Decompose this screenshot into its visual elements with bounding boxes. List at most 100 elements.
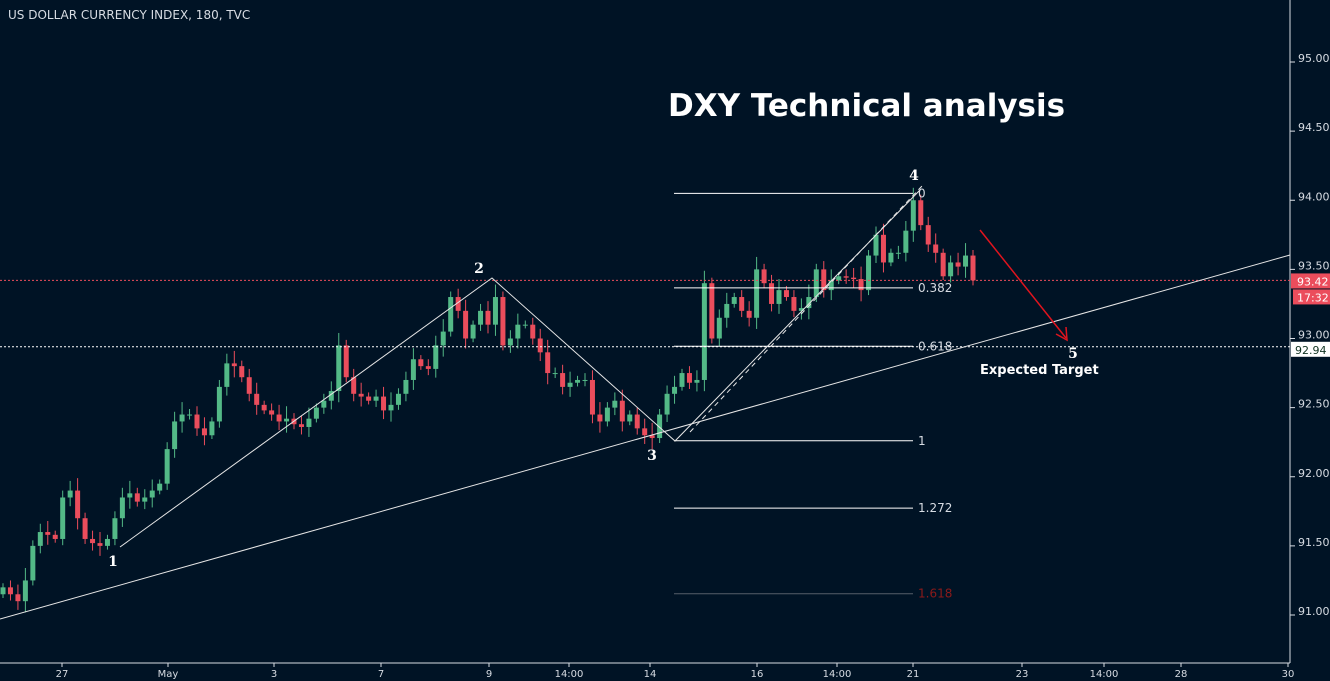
candle-body bbox=[813, 269, 819, 298]
candle-body bbox=[589, 379, 595, 415]
fib-level-label: 1.618 bbox=[918, 587, 952, 601]
countdown-label: 17:32 bbox=[1297, 291, 1329, 304]
wave-path bbox=[119, 189, 921, 548]
candle-body bbox=[828, 280, 834, 291]
price-tick-label: 95.00 bbox=[1298, 52, 1330, 65]
candle-body bbox=[515, 324, 521, 339]
candle-body bbox=[373, 396, 379, 401]
candle-body bbox=[403, 379, 409, 394]
candle-body bbox=[52, 534, 58, 539]
candle-body bbox=[455, 297, 461, 311]
candle-body bbox=[798, 308, 804, 311]
candle-body bbox=[343, 345, 349, 378]
candle-body bbox=[395, 393, 401, 405]
candle-body bbox=[709, 283, 715, 339]
fib-level-label: 0.618 bbox=[918, 339, 952, 353]
symbol-header: US DOLLAR CURRENCY INDEX, 180, TVC bbox=[8, 8, 251, 22]
time-tick-label: 14:00 bbox=[823, 669, 852, 680]
candle-body bbox=[313, 407, 319, 419]
candle-body bbox=[701, 283, 707, 380]
candle-body bbox=[806, 297, 812, 309]
candle-body bbox=[560, 373, 566, 387]
candle-body bbox=[478, 310, 484, 325]
candle-body bbox=[776, 290, 782, 304]
time-tick-label: 3 bbox=[271, 669, 277, 680]
time-tick-label: 7 bbox=[378, 669, 384, 680]
wave-label-2: 2 bbox=[474, 261, 484, 277]
candle-body bbox=[470, 324, 476, 339]
trendline bbox=[0, 254, 1291, 620]
candle-body bbox=[45, 532, 51, 535]
candle-body bbox=[619, 400, 625, 422]
candle-body bbox=[873, 234, 879, 256]
price-tick-label: 92.50 bbox=[1298, 398, 1330, 411]
price-tick-label: 92.00 bbox=[1298, 467, 1330, 480]
candle-body bbox=[522, 324, 528, 326]
time-tick-label: 27 bbox=[56, 669, 69, 680]
candle-body bbox=[604, 407, 610, 422]
candle-body bbox=[448, 297, 454, 332]
candle-body bbox=[201, 428, 207, 436]
candle-body bbox=[216, 386, 222, 422]
candle-body bbox=[634, 414, 640, 429]
candle-body bbox=[142, 497, 148, 502]
candle-body bbox=[366, 396, 372, 401]
candle-body bbox=[575, 379, 581, 383]
candle-body bbox=[933, 244, 939, 253]
candle-body bbox=[664, 393, 670, 415]
candle-body bbox=[866, 255, 872, 291]
candle-body bbox=[463, 310, 469, 339]
candle-body bbox=[172, 421, 178, 450]
candle-body bbox=[716, 317, 722, 339]
wave-label-3: 3 bbox=[647, 448, 657, 464]
candle-body bbox=[500, 297, 506, 346]
price-tick-label: 91.50 bbox=[1298, 536, 1330, 549]
arrow-head-icon bbox=[1055, 326, 1068, 342]
candle-body bbox=[567, 382, 573, 387]
expected-target-label: Expected Target bbox=[980, 363, 1099, 378]
candle-body bbox=[679, 373, 685, 387]
price-tick-label: 93.00 bbox=[1298, 329, 1330, 342]
candle-body bbox=[597, 414, 603, 422]
candle-body bbox=[30, 545, 36, 581]
price-tick-label: 94.50 bbox=[1298, 121, 1330, 134]
candle-body bbox=[239, 366, 245, 378]
candle-body bbox=[164, 449, 170, 484]
time-tick-label: 30 bbox=[1282, 669, 1295, 680]
candle-body bbox=[82, 518, 88, 539]
candle-body bbox=[940, 252, 946, 277]
candle-body bbox=[246, 377, 252, 394]
candle-body bbox=[194, 414, 200, 429]
candle-body bbox=[783, 290, 789, 298]
candle-body bbox=[918, 200, 924, 226]
countdown-badge bbox=[1293, 289, 1330, 305]
candle-body bbox=[90, 538, 96, 544]
candle-body bbox=[821, 269, 827, 291]
candle-body bbox=[925, 225, 931, 245]
candle-body bbox=[134, 493, 140, 502]
candle-body bbox=[791, 297, 797, 311]
wave-label-5: 5 bbox=[1068, 346, 1078, 362]
candle-body bbox=[425, 366, 431, 369]
candle-body bbox=[284, 418, 290, 422]
candle-body bbox=[754, 269, 760, 318]
candle-body bbox=[0, 587, 6, 595]
candle-body bbox=[351, 377, 357, 394]
candle-body bbox=[231, 363, 237, 367]
price-tick-label: 93.50 bbox=[1298, 259, 1330, 272]
candle-body bbox=[276, 414, 282, 422]
candle-body bbox=[642, 428, 648, 436]
candle-body bbox=[657, 414, 663, 439]
candle-body bbox=[963, 255, 969, 267]
last-price-badge bbox=[1291, 273, 1330, 289]
candle-body bbox=[75, 490, 81, 519]
candle-body bbox=[694, 379, 700, 383]
candle-body bbox=[269, 410, 275, 415]
time-tick-label: May bbox=[158, 669, 179, 680]
candle-body bbox=[746, 310, 752, 318]
candle-body bbox=[686, 373, 692, 383]
target-arrow bbox=[979, 229, 1067, 339]
time-tick-label: 21 bbox=[907, 669, 920, 680]
candle-body bbox=[321, 400, 327, 408]
